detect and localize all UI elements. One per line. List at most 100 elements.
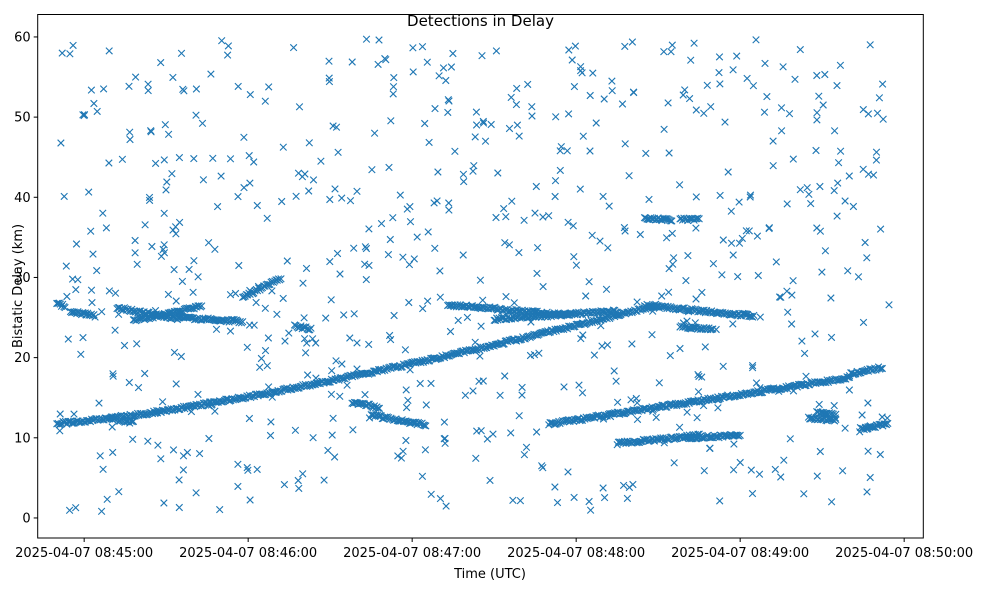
detection-marker xyxy=(577,334,585,343)
detection-marker xyxy=(177,49,186,57)
detection-marker xyxy=(783,287,791,295)
detection-marker xyxy=(586,506,595,514)
detection-marker xyxy=(217,172,225,180)
detection-marker xyxy=(539,282,547,291)
detection-marker xyxy=(800,490,808,498)
detection-marker xyxy=(570,253,578,261)
detection-marker xyxy=(312,339,320,347)
detection-marker xyxy=(172,380,180,388)
detection-marker xyxy=(724,168,732,176)
detection-marker xyxy=(332,357,340,365)
detection-marker xyxy=(422,401,430,409)
detection-marker xyxy=(261,346,270,355)
detection-marker xyxy=(161,121,169,129)
detection-marker xyxy=(816,447,824,456)
detection-points xyxy=(53,35,893,515)
detection-marker xyxy=(126,128,134,136)
detection-marker xyxy=(621,42,629,51)
detection-marker xyxy=(300,335,309,343)
detection-marker xyxy=(746,191,755,199)
detection-marker xyxy=(528,112,536,120)
detection-marker xyxy=(445,97,453,105)
detection-marker xyxy=(872,156,881,164)
detection-marker xyxy=(579,132,587,140)
detection-marker xyxy=(788,291,796,299)
detection-marker xyxy=(813,116,821,124)
detection-marker xyxy=(807,415,815,423)
detection-marker xyxy=(234,460,242,468)
detection-marker xyxy=(700,467,708,475)
detection-marker xyxy=(205,402,213,410)
detection-marker xyxy=(264,334,273,342)
detection-marker xyxy=(204,239,213,247)
detection-marker xyxy=(763,92,771,101)
detection-marker xyxy=(533,269,541,278)
detection-marker xyxy=(813,71,821,80)
detection-marker xyxy=(563,147,571,155)
detection-marker xyxy=(777,127,786,135)
detection-marker xyxy=(211,407,219,415)
detection-marker xyxy=(409,44,417,52)
detection-marker xyxy=(821,70,829,79)
detection-marker xyxy=(477,322,485,330)
detection-marker xyxy=(569,222,577,230)
detection-marker xyxy=(660,125,668,133)
detection-marker xyxy=(353,365,361,373)
detection-marker xyxy=(160,241,168,249)
detection-marker xyxy=(784,308,792,316)
detection-marker xyxy=(385,163,393,172)
detection-marker xyxy=(164,130,173,138)
detection-marker xyxy=(516,497,525,505)
detection-marker xyxy=(445,206,453,214)
detection-marker xyxy=(589,69,597,77)
detection-marker xyxy=(406,218,415,226)
detection-marker xyxy=(755,470,764,478)
detection-marker xyxy=(812,146,820,155)
detection-marker xyxy=(406,202,414,211)
detection-marker xyxy=(760,108,769,116)
detection-marker xyxy=(263,214,271,222)
detection-marker xyxy=(264,383,273,391)
detection-marker xyxy=(730,440,738,448)
detection-marker xyxy=(698,373,706,381)
detection-marker xyxy=(800,349,809,358)
detection-marker xyxy=(701,343,709,351)
detection-marker xyxy=(565,46,573,54)
detection-marker xyxy=(487,120,495,129)
detection-marker xyxy=(441,434,449,443)
detection-marker xyxy=(89,250,97,258)
y-tick-label: 40 xyxy=(14,191,31,206)
detection-marker xyxy=(91,313,99,321)
detection-marker xyxy=(418,43,427,51)
detection-marker xyxy=(727,239,736,247)
detection-marker xyxy=(522,443,531,451)
detection-marker xyxy=(520,451,529,459)
detection-marker xyxy=(131,236,139,245)
detection-marker xyxy=(386,235,394,244)
detection-marker xyxy=(125,378,133,387)
detection-marker xyxy=(325,77,334,86)
detection-marker xyxy=(439,64,448,72)
detection-marker xyxy=(716,191,724,200)
detection-marker xyxy=(625,172,633,180)
detection-marker xyxy=(875,94,884,102)
detection-marker xyxy=(179,85,187,93)
detection-marker xyxy=(827,498,836,506)
detection-marker xyxy=(560,383,568,391)
detection-marker xyxy=(604,244,612,252)
detection-marker xyxy=(120,341,129,350)
y-tick-label: 30 xyxy=(14,271,31,286)
detection-marker xyxy=(613,398,622,406)
detection-marker xyxy=(460,177,468,186)
detection-marker xyxy=(579,331,587,339)
detection-marker xyxy=(72,504,80,512)
detection-marker xyxy=(285,329,293,337)
detection-marker xyxy=(56,410,64,418)
detection-marker xyxy=(72,285,80,294)
detection-marker xyxy=(308,335,317,343)
detection-marker xyxy=(854,273,863,281)
detection-marker xyxy=(218,37,226,45)
detection-marker xyxy=(87,86,96,94)
detection-marker xyxy=(317,157,325,165)
detection-marker xyxy=(446,327,455,336)
